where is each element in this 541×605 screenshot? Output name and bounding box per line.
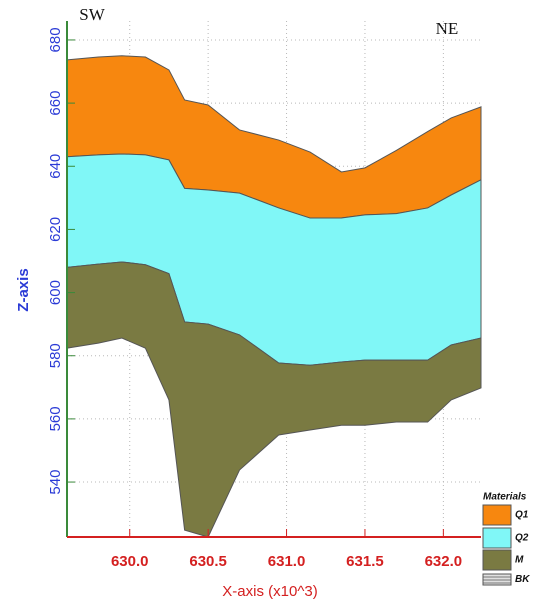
x-axis-title: X-axis (x10^3) — [222, 583, 317, 600]
legend-label: M — [515, 555, 524, 566]
y-tick-label: 560 — [47, 406, 64, 431]
y-tick-label: 600 — [47, 280, 64, 305]
x-tick-label: 631.0 — [268, 553, 306, 570]
y-tick-label: 580 — [47, 343, 64, 368]
x-tick-label: 630.0 — [111, 553, 149, 570]
legend-label: Q1 — [515, 510, 529, 521]
legend-swatch — [482, 573, 512, 586]
layer — [66, 261, 482, 538]
legend-label: BK — [515, 574, 530, 585]
legend-swatch — [482, 527, 512, 549]
x-tick-label: 630.5 — [189, 553, 227, 570]
legend-swatch — [482, 504, 512, 526]
y-tick-label: 660 — [47, 91, 64, 116]
legend-swatch — [482, 549, 512, 571]
y-tick-label: 620 — [47, 217, 64, 242]
y-tick-label: 640 — [47, 154, 64, 179]
annotation: SW — [79, 5, 105, 24]
x-tick-label: 631.5 — [346, 553, 384, 570]
y-axis-title: Z-axis — [15, 268, 32, 311]
y-tick-label: 540 — [47, 470, 64, 495]
y-tick-label: 680 — [47, 27, 64, 52]
legend-label: Q2 — [515, 533, 529, 544]
legend-title: Materials — [483, 492, 527, 503]
x-tick-label: 632.0 — [425, 553, 463, 570]
annotation: NE — [436, 19, 459, 38]
